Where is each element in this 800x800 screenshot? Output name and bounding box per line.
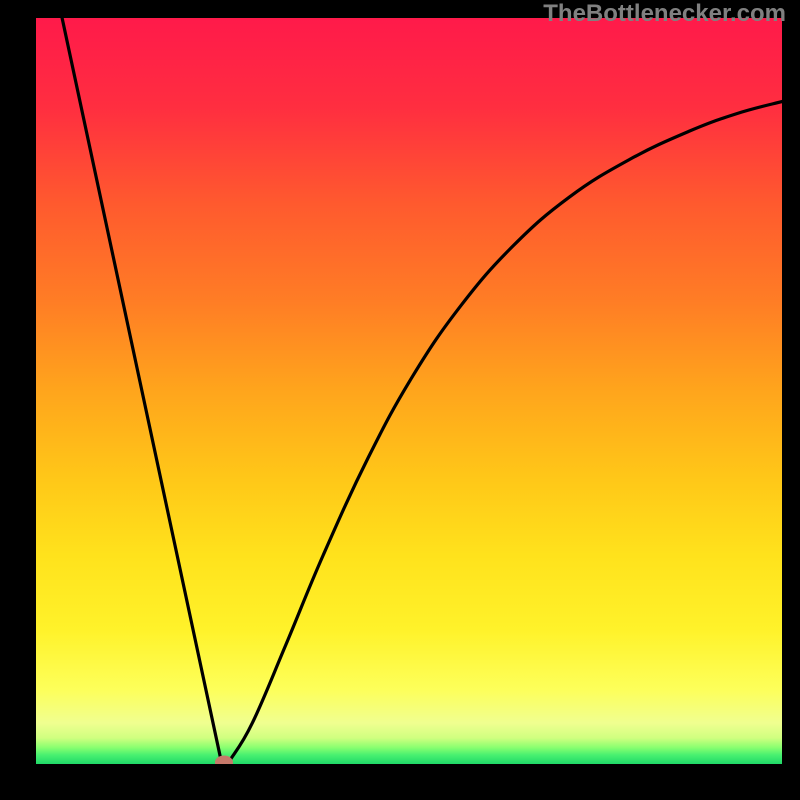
- watermark-text: TheBottlenecker.com: [543, 0, 786, 28]
- plot-svg: [36, 18, 782, 764]
- plot-area: [36, 18, 782, 764]
- chart-frame: TheBottlenecker.com: [0, 0, 800, 800]
- gradient-background: [36, 18, 782, 764]
